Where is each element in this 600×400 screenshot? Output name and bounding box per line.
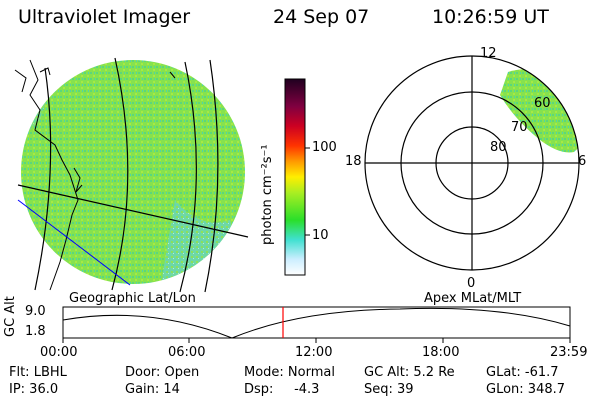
colorbar-tick-100: 100 bbox=[312, 140, 337, 155]
x-tick-1800: 18:00 bbox=[422, 345, 460, 360]
gc-alt-axis-label: GC Alt bbox=[3, 296, 18, 337]
colorbar-tick-10: 10 bbox=[312, 228, 329, 243]
polar-mlt-18: 18 bbox=[345, 154, 362, 169]
polar-mlt-0: 0 bbox=[467, 276, 476, 291]
info-seq: Seq: 39 bbox=[364, 382, 414, 397]
polar-lat-70: 70 bbox=[511, 120, 528, 135]
polar-mlt-6: 6 bbox=[578, 154, 587, 169]
globe-image bbox=[14, 57, 249, 293]
info-glon: GLon: 348.7 bbox=[486, 382, 566, 397]
info-door: Door: Open bbox=[125, 365, 200, 380]
info-gain: Gain: 14 bbox=[125, 382, 180, 397]
colorbar bbox=[284, 78, 310, 276]
polar-mlt-12: 12 bbox=[480, 46, 497, 61]
date-readout: 24 Sep 07 bbox=[273, 6, 370, 28]
colorbar-unit-label: photon cm⁻²s⁻¹ bbox=[260, 144, 275, 245]
polar-plot bbox=[364, 55, 580, 271]
info-filter: Flt: LBHL bbox=[9, 365, 67, 380]
info-mode: Mode: Normal bbox=[244, 365, 335, 380]
y-tick-1-8: 1.8 bbox=[25, 324, 46, 339]
info-glat: GLat: -61.7 bbox=[486, 365, 559, 380]
x-tick-0600: 06:00 bbox=[168, 345, 206, 360]
x-tick-0000: 00:00 bbox=[40, 345, 78, 360]
imager-title: Ultraviolet Imager bbox=[18, 6, 191, 28]
info-ip: IP: 36.0 bbox=[9, 382, 59, 397]
info-dsp: Dsp: -4.3 bbox=[244, 382, 320, 397]
geographic-label: Geographic Lat/Lon bbox=[69, 291, 196, 306]
info-gc-alt: GC Alt: 5.2 Re bbox=[364, 365, 455, 380]
polar-lat-60: 60 bbox=[534, 96, 551, 111]
time-readout: 10:26:59 UT bbox=[432, 6, 549, 28]
altitude-timeline bbox=[62, 306, 571, 343]
apex-label: Apex MLat/MLT bbox=[424, 291, 522, 306]
x-tick-2359: 23:59 bbox=[550, 345, 588, 360]
y-tick-9: 9.0 bbox=[25, 304, 46, 319]
x-tick-1200: 12:00 bbox=[295, 345, 333, 360]
polar-lat-80: 80 bbox=[490, 140, 507, 155]
